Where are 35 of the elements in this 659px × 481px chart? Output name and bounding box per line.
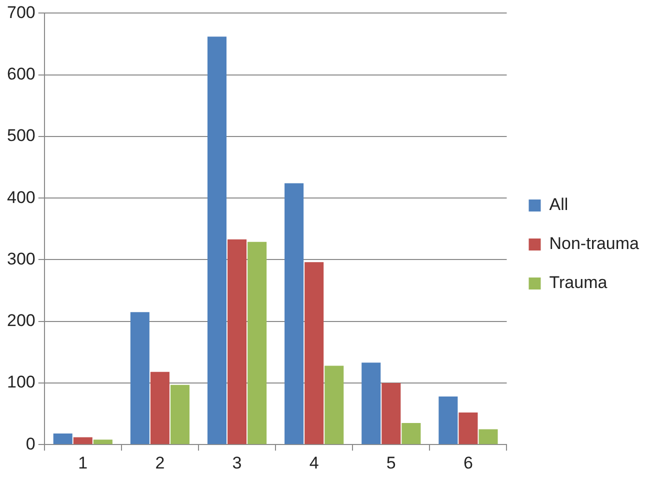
bar [324, 366, 344, 444]
x-tick-label: 3 [232, 453, 242, 472]
x-tick-label: 6 [463, 453, 473, 472]
bar [362, 362, 381, 444]
bar [402, 423, 421, 444]
x-tick-label: 2 [155, 453, 165, 472]
y-tick-label: 100 [6, 372, 36, 392]
bar [207, 36, 227, 444]
y-tick-label: 200 [6, 311, 36, 330]
y-tick-label: 400 [6, 188, 36, 207]
bar [382, 382, 401, 444]
legend-label: Trauma [549, 273, 608, 292]
bar [93, 440, 112, 444]
y-tick-label: 0 [26, 434, 36, 454]
y-tick-label: 500 [6, 126, 36, 146]
bar [228, 239, 247, 444]
y-tick-label: 300 [6, 249, 36, 268]
bar [150, 372, 170, 444]
bar [438, 396, 458, 444]
y-tick-label: 700 [6, 2, 36, 22]
x-tick-label: 1 [78, 453, 88, 472]
bar [458, 412, 478, 444]
bar [248, 242, 267, 444]
x-tick-label: 4 [309, 453, 319, 472]
bar [170, 384, 190, 444]
y-tick-label: 600 [6, 64, 36, 84]
bar [304, 262, 324, 444]
legend-label: Non-trauma [549, 234, 640, 254]
bar [53, 434, 72, 444]
bar [73, 437, 92, 444]
x-tick-label: 5 [386, 453, 396, 472]
bar [478, 429, 498, 444]
bar [284, 183, 304, 444]
legend-label: All [549, 195, 568, 214]
bar [130, 312, 150, 444]
